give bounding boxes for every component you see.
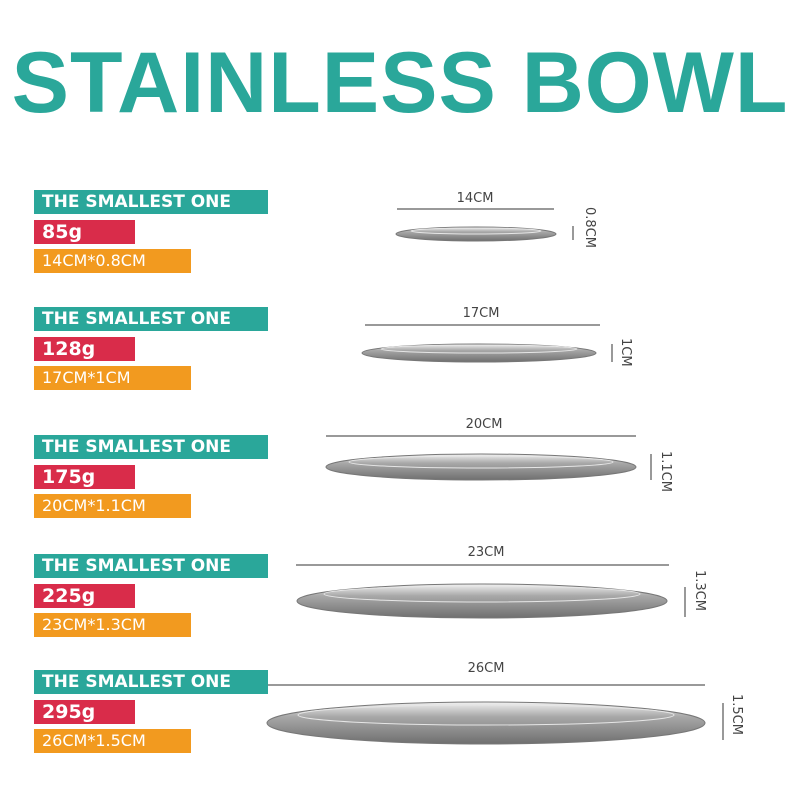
width-label: 20CM	[466, 417, 503, 432]
product-row-23cm: THE SMALLEST ONE 225g 23CM*1.3CM 23CM 1.…	[0, 545, 800, 664]
height-label: 1.1CM	[658, 451, 673, 492]
dimension-tag: 26CM*1.5CM	[34, 729, 191, 753]
weight-tag: 225g	[34, 584, 135, 608]
dimension-tag: 20CM*1.1CM	[34, 494, 191, 518]
plate-illustration: 23CM 1.3CM	[296, 545, 707, 619]
product-row-14cm: THE SMALLEST ONE 85g 14CM*0.8CM 14CM 0.8…	[0, 190, 800, 300]
product-row-26cm: THE SMALLEST ONE 295g 26CM*1.5CM 26CM 1.…	[0, 661, 800, 780]
width-label: 26CM	[468, 661, 505, 676]
height-label: 1.5CM	[729, 694, 744, 735]
dimension-tag: 23CM*1.3CM	[34, 613, 191, 637]
weight-tag: 175g	[34, 465, 135, 489]
size-name-tag: THE SMALLEST ONE	[34, 435, 268, 459]
weight-tag: 85g	[34, 220, 135, 244]
size-name-tag: THE SMALLEST ONE	[34, 190, 268, 214]
size-name-tag: THE SMALLEST ONE	[34, 554, 268, 578]
product-row-20cm: THE SMALLEST ONE 175g 20CM*1.1CM 20CM 1.…	[0, 417, 800, 545]
weight-tag: 295g	[34, 700, 135, 724]
plate-illustration: 14CM 0.8CM	[395, 191, 597, 248]
width-label: 14CM	[457, 191, 494, 206]
plate-illustration: 17CM 1CM	[361, 306, 633, 367]
dimension-tag: 14CM*0.8CM	[34, 249, 191, 273]
page-title: STAINLESS BOWL	[11, 35, 789, 131]
plate-illustration: 20CM 1.1CM	[325, 417, 673, 492]
size-name-tag: THE SMALLEST ONE	[34, 670, 268, 694]
height-label: 1.3CM	[692, 570, 707, 611]
width-label: 17CM	[463, 306, 500, 321]
height-label: 0.8CM	[582, 207, 597, 248]
product-row-17cm: THE SMALLEST ONE 128g 17CM*1CM 17CM 1CM	[0, 306, 800, 417]
plate-shape	[325, 453, 637, 481]
width-label: 23CM	[468, 545, 505, 560]
plate-illustration: 26CM 1.5CM	[266, 661, 744, 745]
size-name-tag: THE SMALLEST ONE	[34, 307, 268, 331]
weight-tag: 128g	[34, 337, 135, 361]
plate-shape	[296, 583, 668, 619]
plate-shape	[266, 701, 706, 745]
dimension-tag: 17CM*1CM	[34, 366, 191, 390]
height-label: 1CM	[618, 338, 633, 367]
